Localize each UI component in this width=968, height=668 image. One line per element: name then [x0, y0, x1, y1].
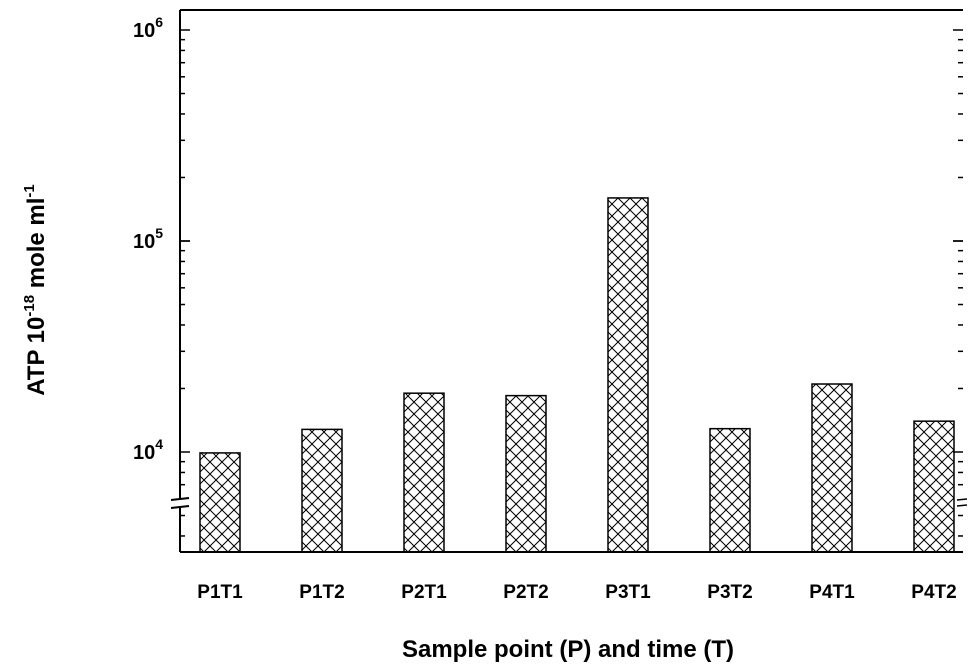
x-axis-category-labels: P1T1 P1T2 P2T1 P2T2 P3T1 P3T2 P4T1 P4T2 [197, 582, 956, 603]
y-tick-label-1e6: 106 [133, 14, 163, 42]
y-axis-title-exp2: -1 [21, 184, 38, 197]
x-tick-label-p3t1: P3T1 [605, 582, 651, 603]
y-axis-title: ATP 10-18 mole ml-1 [21, 184, 50, 396]
y-tick-label-1e5: 105 [133, 225, 163, 253]
y-axis-tick-labels: 104 105 106 [133, 14, 163, 464]
y-tick-label-1e4: 104 [133, 436, 163, 464]
axes [170, 9, 968, 553]
y-axis-break [170, 497, 190, 509]
x-tick-label-p1t1: P1T1 [197, 582, 243, 603]
x-tick-label-p2t1: P2T1 [401, 582, 447, 603]
bar-p3t2 [709, 427, 751, 553]
right-axis-break [956, 498, 968, 507]
bar-series [199, 197, 955, 553]
bar-p2t1 [403, 392, 445, 553]
bar-p1t1 [199, 452, 241, 553]
x-tick-label-p4t1: P4T1 [809, 582, 855, 603]
x-tick-label-p1t2: P1T2 [299, 582, 344, 603]
bar-p2t2 [505, 394, 547, 553]
y-axis-title-exp1: -18 [21, 295, 38, 317]
x-tick-label-p3t2: P3T2 [707, 582, 752, 603]
y-axis-ticks [180, 29, 963, 537]
x-axis-title: Sample point (P) and time (T) [402, 636, 734, 663]
bar-p4t2 [913, 420, 955, 553]
x-tick-label-p4t2: P4T2 [911, 582, 956, 603]
bar-p3t1 [607, 197, 649, 553]
bar-p4t1 [811, 383, 853, 553]
y-axis-title-middle: mole ml [23, 198, 50, 295]
y-axis-title-base: ATP 10 [23, 317, 50, 396]
x-tick-label-p2t2: P2T2 [503, 582, 548, 603]
bar-p1t2 [301, 428, 343, 553]
